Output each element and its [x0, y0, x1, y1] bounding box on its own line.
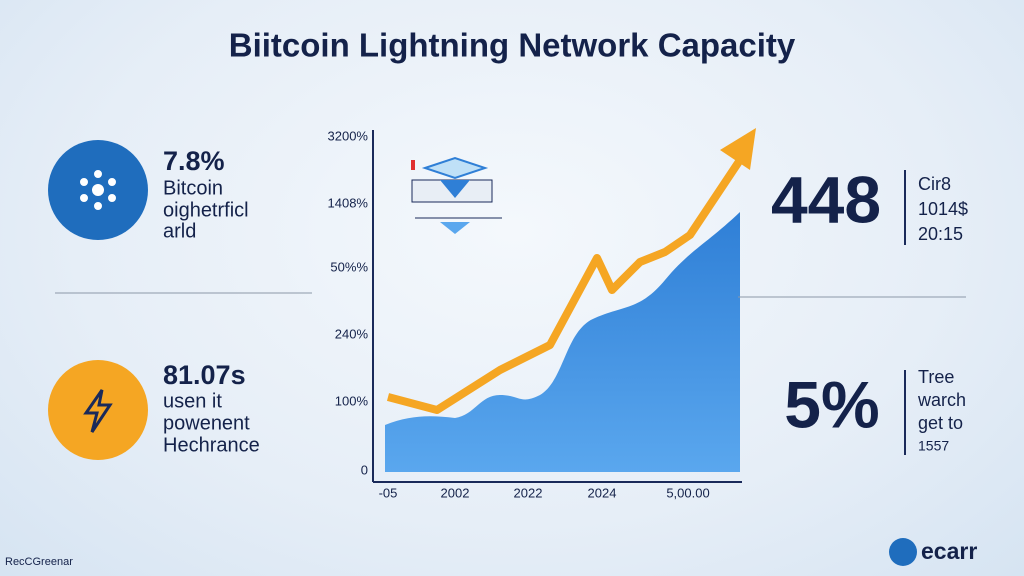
y-label: 1408% [328, 195, 369, 210]
stat-value: 448 [771, 162, 881, 236]
footer-text: RecCGreenar [5, 556, 73, 568]
illustration [411, 156, 502, 234]
trend-line [386, 157, 744, 414]
stat-line: 1014$ [918, 199, 968, 219]
area [385, 212, 740, 472]
x-label: 5,00.00 [666, 485, 709, 500]
y-label: 0 [361, 462, 368, 477]
stat-line: 1557 [918, 438, 949, 454]
x-label: 2002 [441, 485, 470, 500]
stat-line: powenent [163, 412, 250, 434]
x-label: 2024 [588, 485, 617, 500]
brand-logo [889, 538, 917, 566]
y-label: 240% [335, 326, 369, 341]
y-label: 50%% [330, 259, 368, 274]
stat-line: arld [163, 220, 196, 242]
stat-line: Tree [918, 367, 954, 387]
x-label: -05 [379, 485, 398, 500]
stat-value: 5% [784, 367, 879, 441]
stat-line: get to [918, 413, 963, 433]
y-label: 100% [335, 393, 369, 408]
stat-line: oighetrficl [163, 199, 249, 221]
arrow-head [720, 128, 756, 170]
stat-value: 7.8% [163, 146, 225, 176]
stat-line: Cir8 [918, 174, 951, 194]
stat-value: 81.07s [163, 360, 246, 390]
y-label: 3200% [328, 128, 369, 143]
stat-line: warch [917, 390, 966, 410]
title: Biitcoin Lightning Network Capacity [229, 27, 796, 64]
stat-line: usen it [163, 390, 222, 412]
stat-line: Bitcoin [163, 177, 223, 199]
stat-line: Hechrance [163, 434, 260, 456]
bolt-icon [83, 389, 113, 433]
network-icon [80, 170, 116, 210]
x-label: 2022 [514, 485, 543, 500]
brand-name: ecarr [921, 538, 977, 564]
stat-line: 20:15 [918, 224, 963, 244]
